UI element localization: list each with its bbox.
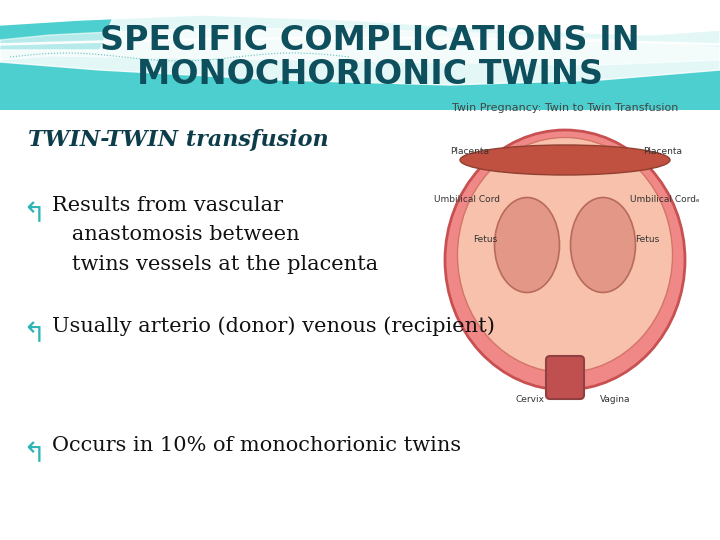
Text: MONOCHORIONIC TWINS: MONOCHORIONIC TWINS [137,57,603,91]
Text: Fetus: Fetus [635,235,659,245]
Text: ↰: ↰ [22,200,45,228]
Text: Usually arterio (donor) venous (recipient): Usually arterio (donor) venous (recipien… [52,316,495,336]
FancyBboxPatch shape [0,110,720,540]
Text: Results from vascular
   anastomosis between
   twins vessels at the placenta: Results from vascular anastomosis betwee… [52,196,378,274]
Polygon shape [0,0,720,35]
Text: Occurs in 10% of monochorionic twins: Occurs in 10% of monochorionic twins [52,436,461,455]
Text: Twin Pregnancy: Twin to Twin Transfusion: Twin Pregnancy: Twin to Twin Transfusion [452,103,678,113]
FancyBboxPatch shape [546,356,584,399]
Text: Umbilical Cordₑ: Umbilical Cordₑ [630,195,700,205]
FancyBboxPatch shape [0,0,720,110]
Text: SPECIFIC COMPLICATIONS IN: SPECIFIC COMPLICATIONS IN [100,24,640,57]
Polygon shape [0,28,720,65]
Text: Cervix: Cervix [516,395,544,404]
Text: Placenta: Placenta [644,147,683,157]
Polygon shape [0,0,720,85]
Ellipse shape [570,198,636,293]
Text: ↰: ↰ [22,320,45,348]
Ellipse shape [460,145,670,175]
Ellipse shape [457,138,672,373]
Text: TWIN-TWIN transfusion: TWIN-TWIN transfusion [28,129,328,151]
Ellipse shape [445,130,685,390]
Ellipse shape [495,198,559,293]
Text: Fetus: Fetus [473,235,497,245]
Text: Vagina: Vagina [600,395,630,404]
Text: ↰: ↰ [22,440,45,468]
Text: Placenta: Placenta [451,147,490,157]
Text: Umbilical Cord: Umbilical Cord [434,195,500,205]
